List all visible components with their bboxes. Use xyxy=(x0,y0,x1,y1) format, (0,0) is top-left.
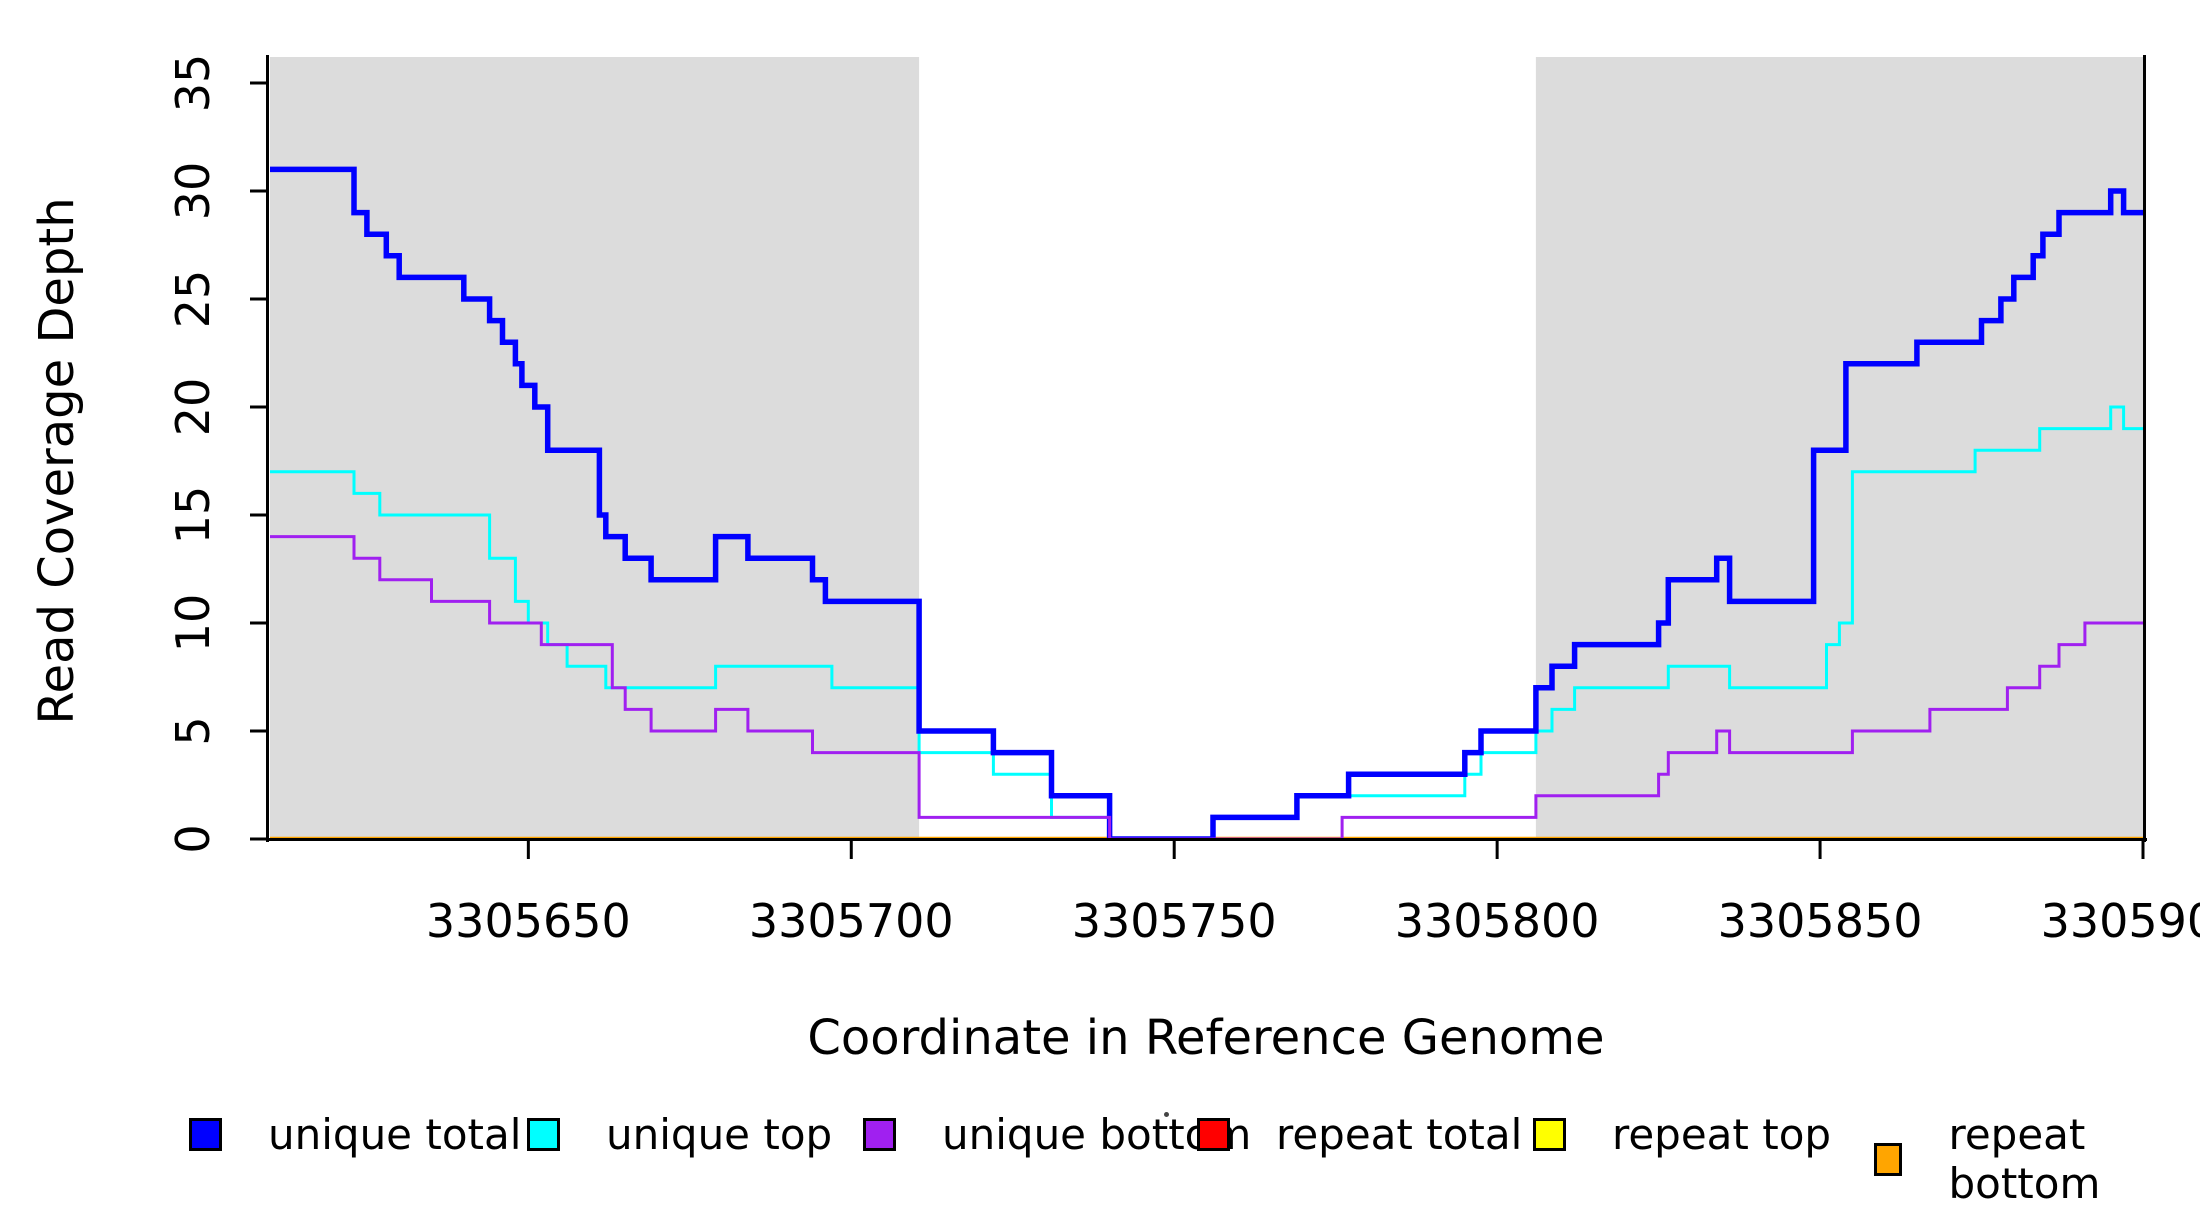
legend-swatch-icon xyxy=(1533,1118,1566,1151)
legend-swatch-icon xyxy=(863,1118,896,1151)
legend-item-repeat-top: repeat top xyxy=(1533,1110,1831,1159)
x-tick-label: 3305750 xyxy=(1071,894,1277,948)
y-tick-label: 5 xyxy=(166,716,220,746)
y-axis-title: Read Coverage Depth xyxy=(29,197,85,725)
y-tick-label: 20 xyxy=(166,377,220,437)
y-tick-label: 30 xyxy=(166,161,220,221)
legend-label: unique total xyxy=(268,1110,522,1159)
legend-label: repeat bottom xyxy=(1948,1110,2101,1208)
legend-item-repeat-bottom: repeat bottom xyxy=(1874,1110,2200,1208)
legend-item-unique-top: unique top xyxy=(527,1110,832,1159)
stray-dot-artifact xyxy=(1164,1112,1169,1117)
legend-label: unique top xyxy=(606,1110,833,1159)
legend-item-unique-total: unique total xyxy=(189,1110,521,1159)
legend-swatch-icon xyxy=(1197,1118,1230,1151)
legend-swatch-icon xyxy=(189,1118,222,1151)
y-tick-label: 35 xyxy=(166,53,220,113)
legend-item-repeat-total: repeat total xyxy=(1197,1110,1522,1159)
legend-label: repeat total xyxy=(1276,1110,1523,1159)
x-tick-label: 3305700 xyxy=(748,894,954,948)
y-tick-label: 25 xyxy=(166,269,220,329)
legend-swatch-icon xyxy=(527,1118,560,1151)
legend-item-unique-bottom: unique bottom xyxy=(863,1110,1251,1159)
legend-label: repeat top xyxy=(1612,1110,1832,1159)
x-tick-label: 3305850 xyxy=(1717,894,1923,948)
y-tick-label: 15 xyxy=(166,485,220,545)
series-line-unique-bottom xyxy=(270,535,2143,841)
y-tick-label: 10 xyxy=(166,593,220,653)
x-tick-label: 3305900 xyxy=(2040,894,2200,948)
y-tick-label: 0 xyxy=(166,824,220,854)
x-axis-title: Coordinate in Reference Genome xyxy=(807,1010,1605,1066)
legend-swatch-icon xyxy=(1874,1142,1903,1176)
x-tick-label: 3305650 xyxy=(425,894,631,948)
x-tick-label: 3305800 xyxy=(1394,894,1600,948)
